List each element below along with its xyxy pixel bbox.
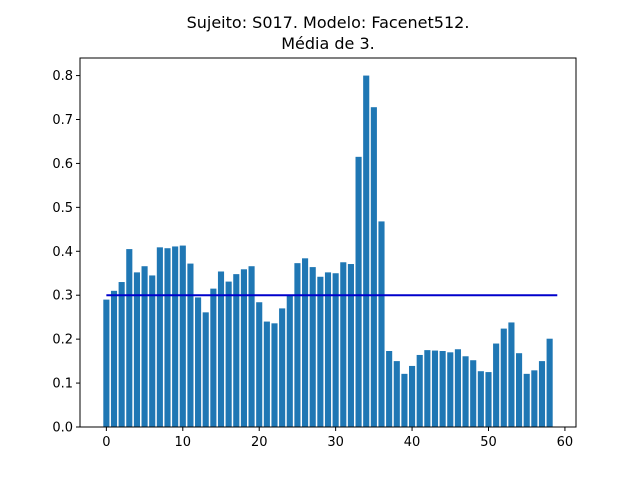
bar-14 <box>210 288 217 427</box>
bar-40 <box>409 365 416 427</box>
plot-frame <box>79 57 577 428</box>
bar-37 <box>386 351 393 427</box>
bar-46 <box>454 349 461 427</box>
bar-38 <box>393 361 400 427</box>
chart-title-line-1: Sujeito: S017. Modelo: Facenet512. <box>187 13 470 32</box>
bar-41 <box>416 354 423 427</box>
bar-28 <box>317 276 324 427</box>
bar-51 <box>493 343 500 427</box>
bar-24 <box>286 295 293 427</box>
bar-7 <box>156 247 163 427</box>
bar-23 <box>279 308 286 427</box>
bar-36 <box>378 221 385 427</box>
bar-45 <box>447 352 454 427</box>
y-axis-ticks: 0.0 0.1 0.2 0.3 0.4 0.5 0.6 0.7 0.8 <box>52 69 80 436</box>
bar-44 <box>439 351 446 427</box>
bar-55 <box>523 373 530 427</box>
bar-20 <box>256 302 263 427</box>
bar-49 <box>477 371 484 427</box>
x-tick-label: 20 <box>251 435 268 450</box>
bar-47 <box>462 356 469 427</box>
bar-48 <box>470 360 477 427</box>
bar-42 <box>424 350 431 427</box>
bar-15 <box>217 271 225 427</box>
y-tick-label: 0.2 <box>52 333 73 348</box>
bar-17 <box>233 274 240 427</box>
bar-53 <box>508 322 515 427</box>
x-tick-label: 60 <box>557 435 574 450</box>
bar-18 <box>240 269 247 427</box>
bar-39 <box>401 373 408 427</box>
y-tick-label: 0.8 <box>52 69 73 84</box>
bar-12 <box>195 297 202 427</box>
x-tick-label: 30 <box>327 435 344 450</box>
bar-19 <box>248 266 255 427</box>
bar-26 <box>302 258 309 427</box>
bar-56 <box>531 370 538 427</box>
bar-52 <box>500 328 507 427</box>
bar-57 <box>538 361 546 427</box>
x-tick-label: 0 <box>102 435 110 450</box>
bar-6 <box>149 275 156 427</box>
bar-11 <box>187 263 194 427</box>
bar-9 <box>172 246 179 427</box>
bar-2 <box>118 282 125 427</box>
y-tick-label: 0.6 <box>52 157 73 172</box>
bar-43 <box>431 350 439 427</box>
bar-30 <box>332 273 339 427</box>
bar-35 <box>370 107 377 427</box>
bar-10 <box>179 245 186 427</box>
bar-33 <box>355 156 362 427</box>
bar-32 <box>347 264 354 427</box>
x-tick-label: 50 <box>480 435 497 450</box>
bar-54 <box>516 353 523 427</box>
bar-4 <box>133 272 140 427</box>
bar-8 <box>164 248 171 427</box>
y-tick-label: 0.3 <box>52 289 73 304</box>
bar-13 <box>202 312 209 427</box>
bar-0 <box>103 299 110 427</box>
bar-25 <box>294 263 301 427</box>
y-tick-label: 0.7 <box>52 113 73 128</box>
bar-21 <box>263 321 270 427</box>
bar-3 <box>126 249 133 427</box>
x-axis-ticks: 0 10 20 30 40 50 60 <box>102 427 573 450</box>
bar-16 <box>225 281 232 427</box>
y-tick-label: 0.1 <box>52 377 73 392</box>
bar-58 <box>546 338 553 427</box>
bar-34 <box>363 75 370 428</box>
y-tick-label: 0.0 <box>52 421 73 436</box>
bar-27 <box>309 267 316 427</box>
x-tick-label: 10 <box>175 435 192 450</box>
chart-title-line-2: Média de 3. <box>281 34 375 53</box>
bar-29 <box>324 272 332 427</box>
bar-5 <box>141 266 148 427</box>
bar-31 <box>340 262 347 427</box>
x-tick-label: 40 <box>404 435 421 450</box>
bar-22 <box>271 323 278 427</box>
bar-1 <box>110 290 118 427</box>
y-tick-label: 0.5 <box>52 201 73 216</box>
bar-50 <box>485 372 492 427</box>
y-tick-label: 0.4 <box>52 245 73 260</box>
bar-series <box>103 75 553 428</box>
